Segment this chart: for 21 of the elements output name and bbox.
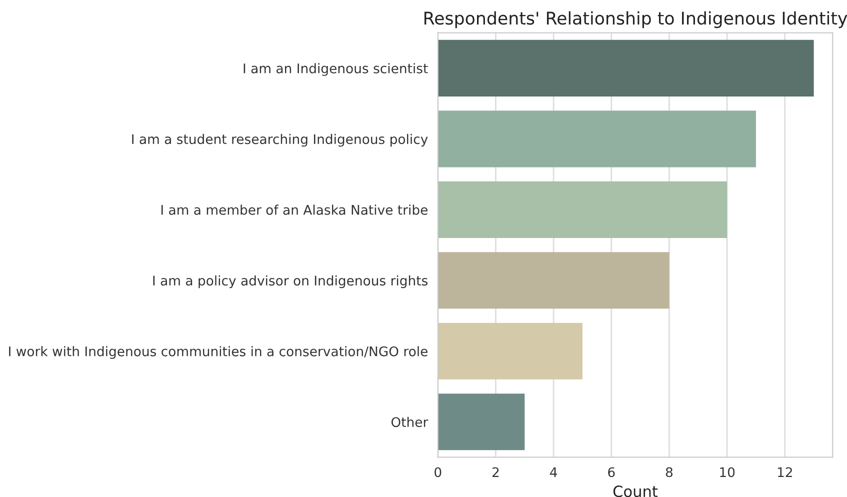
bar: [438, 252, 670, 309]
bar: [438, 322, 582, 380]
x-tick-label: 8: [666, 467, 673, 478]
x-tick-label: 0: [434, 467, 442, 478]
y-tick-label: I am an Indigenous scientist: [244, 63, 428, 76]
bar: [438, 181, 728, 238]
y-tick-label: I am a member of an Alaska Native tribe: [161, 204, 428, 215]
x-tick-label: 12: [778, 467, 792, 477]
y-tick-label: I am a policy advisor on Indigenous rights: [153, 275, 428, 288]
chart-title: Respondents' Relationship to Indigenous Identity: [424, 11, 847, 28]
x-axis-title: Count: [613, 486, 658, 497]
bar: [438, 40, 814, 96]
x-tick-label: 2: [492, 467, 499, 477]
bar: [438, 394, 525, 450]
x-tick-label: 6: [608, 467, 615, 478]
y-tick-label: I work with Indigenous communities in a conservation/NGO role: [9, 346, 428, 359]
x-tick-label: 10: [720, 467, 735, 478]
bar: [438, 110, 756, 168]
x-tick-label: 4: [550, 467, 558, 477]
y-tick-label: I am a student researching Indigenous policy: [132, 134, 428, 147]
y-tick-label: Other: [391, 416, 428, 428]
